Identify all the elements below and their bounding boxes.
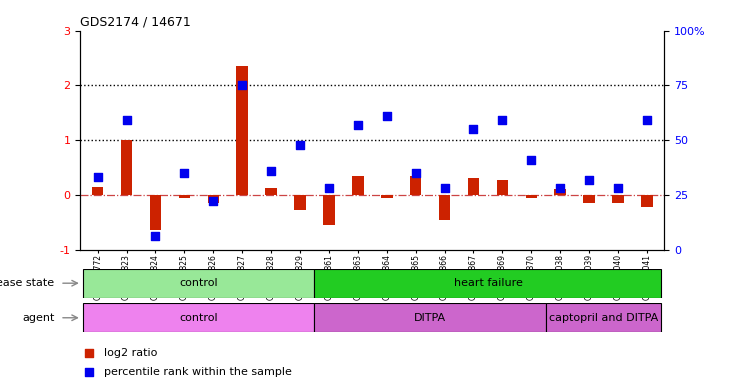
Point	[83, 369, 95, 375]
Bar	[294, 195, 306, 210]
Bar	[612, 195, 624, 203]
Point	[179, 170, 191, 176]
Bar	[315, 269, 661, 298]
Bar	[315, 303, 546, 332]
Point	[265, 168, 277, 174]
Bar	[555, 189, 566, 195]
Point	[468, 126, 480, 132]
Point	[612, 185, 624, 191]
Point	[120, 118, 132, 124]
Bar	[83, 303, 315, 332]
Point	[641, 118, 653, 124]
Text: percentile rank within the sample: percentile rank within the sample	[104, 367, 291, 377]
Bar	[439, 195, 450, 220]
Text: log2 ratio: log2 ratio	[104, 348, 157, 358]
Bar	[496, 180, 508, 195]
Text: control: control	[180, 313, 218, 323]
Bar	[179, 195, 190, 198]
Bar	[641, 195, 653, 207]
Bar	[583, 195, 595, 203]
Point	[496, 118, 508, 124]
Bar	[546, 303, 661, 332]
Bar	[381, 195, 393, 198]
Point	[323, 185, 335, 191]
Point	[583, 177, 595, 183]
Point	[439, 185, 450, 191]
Point	[150, 233, 161, 240]
Point	[381, 113, 393, 119]
Bar	[265, 188, 277, 195]
Bar	[207, 195, 219, 203]
Bar	[468, 179, 480, 195]
Text: captopril and DITPA: captopril and DITPA	[549, 313, 658, 323]
Point	[92, 174, 104, 180]
Point	[526, 157, 537, 163]
Point	[410, 170, 421, 176]
Point	[237, 83, 248, 89]
Bar	[352, 176, 364, 195]
Point	[83, 349, 95, 356]
Point	[352, 122, 364, 128]
Bar	[410, 176, 421, 195]
Point	[294, 141, 306, 147]
Text: heart failure: heart failure	[453, 278, 523, 288]
Bar	[92, 187, 104, 195]
Bar	[526, 195, 537, 198]
Bar	[150, 195, 161, 230]
Text: agent: agent	[22, 313, 54, 323]
Bar	[120, 140, 132, 195]
Point	[207, 199, 219, 205]
Bar	[237, 66, 248, 195]
Text: control: control	[180, 278, 218, 288]
Text: DITPA: DITPA	[414, 313, 446, 323]
Bar	[323, 195, 335, 225]
Text: GDS2174 / 14671: GDS2174 / 14671	[80, 15, 191, 28]
Bar	[83, 269, 315, 298]
Text: disease state: disease state	[0, 278, 54, 288]
Point	[554, 185, 566, 191]
